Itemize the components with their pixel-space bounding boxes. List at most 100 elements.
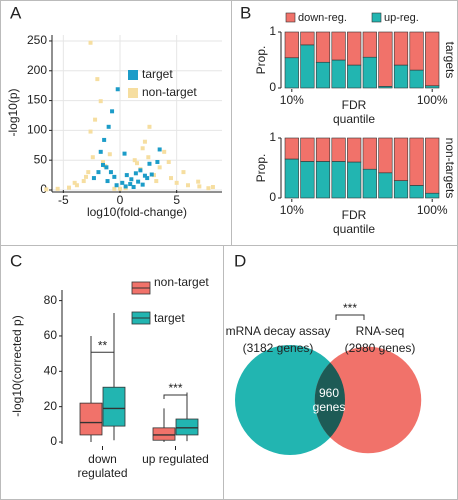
bar-segment bbox=[425, 137, 440, 194]
legend-label: target bbox=[142, 67, 173, 81]
set-size-label: (3182 genes) bbox=[243, 341, 314, 355]
bar-segment bbox=[300, 161, 315, 199]
point bbox=[93, 117, 98, 122]
point bbox=[88, 129, 93, 134]
point bbox=[104, 165, 109, 170]
y-tick-label: 250 bbox=[27, 33, 47, 47]
point bbox=[129, 177, 134, 182]
bar-segment bbox=[315, 31, 331, 63]
legend-swatch bbox=[371, 12, 382, 23]
significance-label: ** bbox=[98, 338, 108, 352]
point bbox=[118, 186, 122, 191]
point bbox=[114, 183, 119, 188]
y-tick-label: 40 bbox=[44, 363, 58, 377]
point bbox=[44, 187, 49, 192]
point bbox=[147, 161, 152, 166]
point bbox=[90, 155, 95, 160]
overlap-label: 960 genes bbox=[312, 386, 346, 414]
y-axis-label: -log10(corrected p) bbox=[10, 315, 24, 416]
point bbox=[74, 183, 79, 188]
x-tick-label: 100% bbox=[417, 203, 448, 217]
y-axis-label: Prop. bbox=[254, 154, 268, 183]
point bbox=[135, 161, 139, 166]
point bbox=[123, 184, 128, 189]
legend-label: non-target bbox=[142, 85, 197, 99]
point bbox=[166, 159, 171, 164]
bar-segment bbox=[315, 161, 331, 199]
point bbox=[107, 152, 112, 157]
point bbox=[120, 180, 125, 185]
box bbox=[79, 402, 103, 436]
significance-label: *** bbox=[168, 381, 182, 395]
panel-label: D bbox=[234, 251, 246, 270]
bar-segment bbox=[393, 180, 409, 199]
point bbox=[157, 147, 162, 152]
bar-segment bbox=[409, 185, 424, 199]
bar-segment bbox=[362, 31, 377, 58]
point bbox=[128, 182, 133, 187]
point bbox=[162, 149, 167, 154]
point bbox=[110, 109, 115, 114]
legend-swatch bbox=[285, 12, 296, 23]
y-axis-label: -log10(p) bbox=[6, 88, 20, 136]
point bbox=[157, 165, 162, 170]
point bbox=[146, 155, 151, 160]
significance-label: *** bbox=[343, 301, 357, 315]
y-tick-label: 80 bbox=[44, 293, 58, 307]
point bbox=[181, 170, 186, 175]
bar-segment bbox=[347, 161, 362, 199]
bar-segment bbox=[425, 31, 440, 87]
point bbox=[106, 124, 111, 129]
bar-segment bbox=[393, 31, 409, 66]
point bbox=[154, 179, 159, 184]
bar-segment bbox=[300, 31, 315, 46]
y-tick-label: 20 bbox=[44, 399, 58, 413]
x-tick-label: -5 bbox=[58, 193, 69, 207]
bar-segment bbox=[347, 137, 362, 163]
x-tick-label: 0 bbox=[117, 193, 124, 207]
bar-segment bbox=[409, 137, 424, 186]
y-tick-label: 1 bbox=[269, 130, 276, 144]
legend-label: down-reg. bbox=[298, 12, 347, 24]
x-tick-label: 10% bbox=[280, 93, 304, 107]
point bbox=[196, 179, 201, 184]
point bbox=[105, 179, 110, 184]
point bbox=[122, 151, 127, 156]
point bbox=[98, 149, 103, 154]
point bbox=[124, 173, 129, 178]
x-tick-label: 5 bbox=[173, 193, 180, 207]
y-tick-label: 0 bbox=[40, 182, 47, 196]
bar-segment bbox=[284, 57, 299, 89]
legend-swatch bbox=[128, 88, 138, 98]
bar-segment bbox=[409, 69, 424, 89]
point bbox=[155, 159, 160, 164]
point bbox=[101, 162, 105, 167]
point bbox=[72, 180, 77, 185]
point bbox=[169, 176, 173, 181]
bar-segment bbox=[393, 137, 409, 181]
y-tick-label: 150 bbox=[27, 93, 47, 107]
point bbox=[115, 87, 120, 92]
significance-bracket bbox=[163, 394, 188, 400]
point bbox=[149, 172, 154, 177]
legend-label: non-target bbox=[154, 275, 209, 289]
box bbox=[152, 427, 176, 441]
y-tick-label: 60 bbox=[44, 328, 58, 342]
point bbox=[95, 77, 100, 82]
y-tick-label: 200 bbox=[27, 63, 47, 77]
bar-segment bbox=[378, 137, 393, 174]
point bbox=[142, 173, 147, 178]
point bbox=[138, 168, 143, 173]
bar-segment bbox=[393, 64, 409, 89]
x-tick-label: down regulated bbox=[77, 452, 128, 480]
x-axis-label: FDR quantile bbox=[332, 208, 376, 236]
venn-circle bbox=[314, 346, 422, 454]
legend-swatch bbox=[128, 70, 138, 80]
point bbox=[84, 174, 88, 179]
box bbox=[175, 418, 199, 436]
box bbox=[102, 386, 126, 427]
significance-bracket bbox=[335, 314, 365, 320]
bar-segment bbox=[284, 137, 299, 160]
bar-segment bbox=[362, 137, 377, 170]
y-tick-label: 0 bbox=[50, 434, 57, 448]
